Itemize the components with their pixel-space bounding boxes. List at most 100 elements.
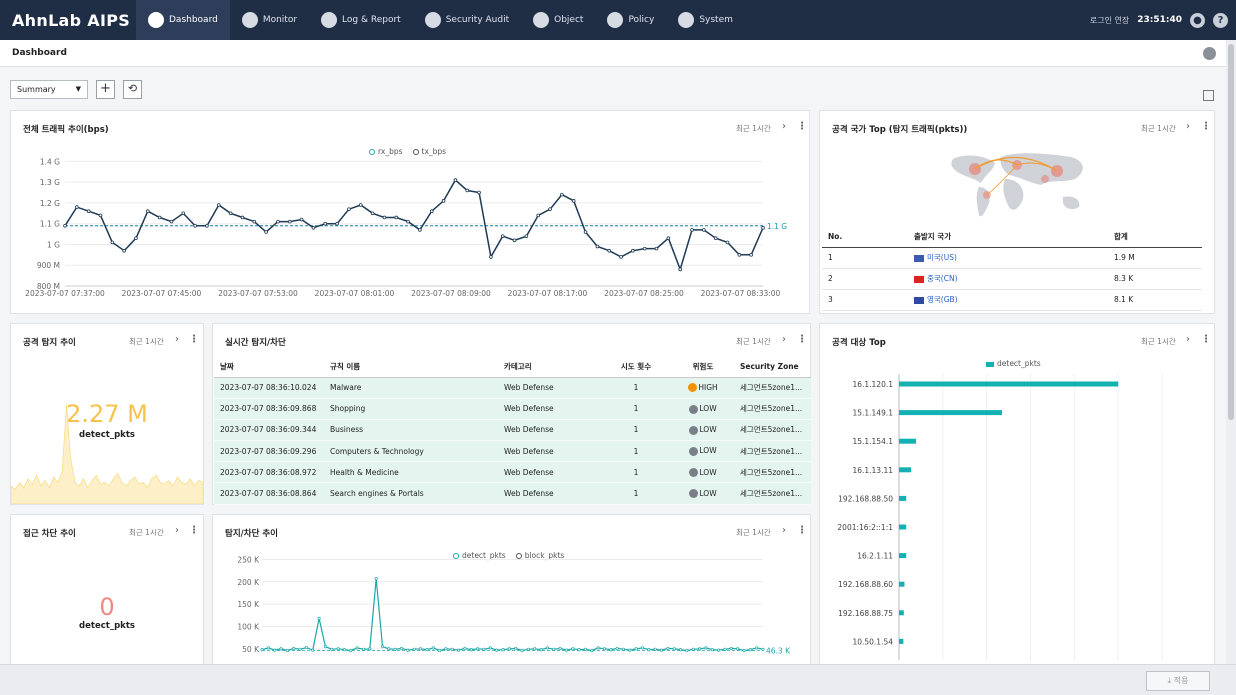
country-link[interactable]: 중국(CN) — [927, 274, 958, 283]
country-cell[interactable]: 영국(GB) — [908, 289, 1108, 311]
column-header: 출발지 국가 — [908, 227, 1108, 248]
data-point — [323, 645, 327, 649]
legend-item[interactable]: rx_bps — [369, 147, 403, 156]
dashboard-select[interactable]: Summary ▼ — [10, 79, 88, 99]
column-header[interactable]: 카테고리 — [498, 357, 600, 378]
x-tick-label: 2023-07-07 08:33:00 — [701, 289, 781, 298]
x-tick-label: 2023-07-07 08:09:00 — [411, 289, 491, 298]
data-point — [564, 648, 568, 652]
panel-title: 접근 차단 추이 — [23, 529, 76, 539]
zone-cell: 세그먼트5zone1... — [734, 377, 811, 399]
table-row[interactable]: 2023-07-07 08:36:09.868 Shopping Web Defen… — [214, 398, 811, 420]
legend-marker — [986, 361, 994, 367]
more-vertical-icon[interactable]: ⋮ — [797, 121, 807, 132]
data-point — [742, 649, 746, 653]
chevron-right-icon[interactable]: › — [1186, 121, 1190, 132]
data-point — [615, 646, 619, 650]
legend-item[interactable]: block_pkts — [515, 551, 564, 560]
more-vertical-icon[interactable]: ⋮ — [797, 334, 807, 345]
more-vertical-icon[interactable]: ⋮ — [1201, 121, 1211, 132]
table-row[interactable]: 2023-07-07 08:36:08.972 Health & Medicine… — [214, 461, 811, 484]
legend-item[interactable]: tx_bps — [412, 147, 446, 156]
data-point — [453, 178, 458, 182]
table-row[interactable]: 2023-07-07 08:36:10.024 Malware Web Defens… — [214, 377, 811, 399]
audit-list-icon — [424, 12, 441, 28]
data-point — [628, 648, 632, 652]
category-label: 192.168.88.50 — [838, 494, 893, 503]
table-row[interactable]: 2023-07-07 08:36:09.296 Computers & Techn… — [214, 440, 811, 463]
apply-button[interactable]: ⤓ 적용 — [1146, 671, 1210, 691]
chevron-right-icon[interactable]: › — [782, 525, 786, 536]
login-extend-link[interactable]: 로그인 연장 — [1089, 15, 1130, 25]
country-cell[interactable]: 중국(CN) — [908, 268, 1108, 290]
risk-cell: LOW — [672, 419, 734, 442]
nav-monitor[interactable]: Monitor — [230, 0, 309, 40]
column-header[interactable]: 시도 횟수 — [600, 357, 672, 378]
panel-title: 실시간 탐지/차단 — [225, 338, 286, 348]
app-logo[interactable]: AhnLab AIPS — [12, 10, 131, 30]
column-header: No. — [822, 227, 908, 248]
data-point — [264, 230, 268, 234]
data-point — [713, 236, 718, 241]
user-icon[interactable]: ● — [1190, 12, 1205, 28]
target-bar-chart: 0200,000400,000600,000800,0001,000,0001,… — [837, 374, 1163, 660]
risk-level-icon — [689, 468, 699, 478]
table-row[interactable]: 2023-07-07 08:36:09.344 Business Web Defen… — [214, 419, 811, 442]
data-point — [749, 253, 753, 257]
traffic-panel: 전체 트래픽 추이(bps) 최근 1시간 › ⋮ rx_bps tx_bps … — [10, 110, 810, 314]
nav-log-report[interactable]: Log & Report — [309, 0, 413, 40]
panel-title: 전체 트래픽 추이(bps) — [23, 125, 109, 135]
chevron-right-icon[interactable]: › — [782, 121, 786, 132]
legend-marker — [369, 149, 375, 155]
nav-system[interactable]: System — [666, 0, 745, 40]
risk-label: LOW — [699, 446, 717, 456]
refresh-button[interactable]: ⟲ — [123, 79, 142, 99]
data-point — [299, 217, 304, 222]
chevron-right-icon[interactable]: › — [175, 334, 179, 345]
category-label: 192.168.88.60 — [838, 580, 893, 589]
nav-policy[interactable]: Policy — [595, 0, 666, 40]
fullscreen-icon[interactable] — [1203, 90, 1214, 101]
more-vertical-icon[interactable]: ⋮ — [797, 525, 807, 536]
table-row[interactable]: 1 미국(US) 1.9 M — [822, 247, 1202, 269]
access-block-panel: 접근 차단 추이 최근 1시간 › ⋮ 0 detect_pkts — [10, 514, 204, 664]
data-point — [336, 647, 340, 651]
bar — [899, 438, 917, 444]
column-header[interactable]: 규칙 이름 — [324, 357, 498, 378]
legend-item[interactable]: detect_pkts — [453, 551, 506, 560]
table-row[interactable]: 3 영국(GB) 8.1 K — [822, 289, 1202, 311]
page-scrollbar[interactable] — [1226, 40, 1236, 664]
y-tick-label: 1.3 G — [40, 178, 60, 187]
country-link[interactable]: 미국(US) — [927, 253, 957, 262]
help-icon[interactable]: ? — [1213, 12, 1228, 28]
add-widget-button[interactable]: + — [96, 79, 115, 99]
header-right: 로그인 연장 23:51:40 ● ? — [1090, 0, 1228, 40]
nav-dashboard[interactable]: Dashboard — [136, 0, 230, 40]
country-table: No. 출발지 국가 합계 1 미국(US) 1.9 M 2 중국(CN) 8.3 K 3 영… — [822, 227, 1202, 311]
notification-bell-icon[interactable] — [1203, 47, 1216, 60]
column-header[interactable]: 위험도 — [672, 357, 734, 378]
chevron-right-icon[interactable]: › — [782, 334, 786, 345]
y-tick-label: 1.2 G — [40, 199, 60, 208]
detect-block-trend-panel: 탐지/차단 추이 최근 1시간 › ⋮ detect_pkts block_pk… — [212, 514, 811, 664]
nav-security-audit[interactable]: Security Audit — [413, 0, 521, 40]
chevron-right-icon[interactable]: › — [1186, 334, 1190, 345]
table-row[interactable]: 2 중국(CN) 8.3 K — [822, 268, 1202, 290]
data-point — [653, 647, 657, 651]
more-vertical-icon[interactable]: ⋮ — [189, 334, 199, 345]
chevron-right-icon[interactable]: › — [175, 525, 179, 536]
legend-marker — [515, 553, 522, 559]
table-row[interactable]: 2023-07-07 08:36:08.864 Search engines & … — [214, 482, 811, 505]
scrollbar-thumb[interactable] — [1228, 44, 1234, 420]
legend-item[interactable]: detect_pkts — [986, 359, 1041, 368]
data-point — [425, 648, 429, 652]
country-cell[interactable]: 미국(US) — [908, 247, 1108, 269]
column-header[interactable]: 날짜 — [214, 357, 324, 378]
country-link[interactable]: 영국(GB) — [927, 295, 958, 304]
more-vertical-icon[interactable]: ⋮ — [189, 525, 199, 536]
total-cell: 1.9 M — [1108, 247, 1202, 269]
column-header[interactable]: Security Zone — [734, 357, 811, 378]
nav-object[interactable]: Object — [521, 0, 595, 40]
more-vertical-icon[interactable]: ⋮ — [1201, 334, 1211, 345]
data-point — [349, 649, 353, 653]
